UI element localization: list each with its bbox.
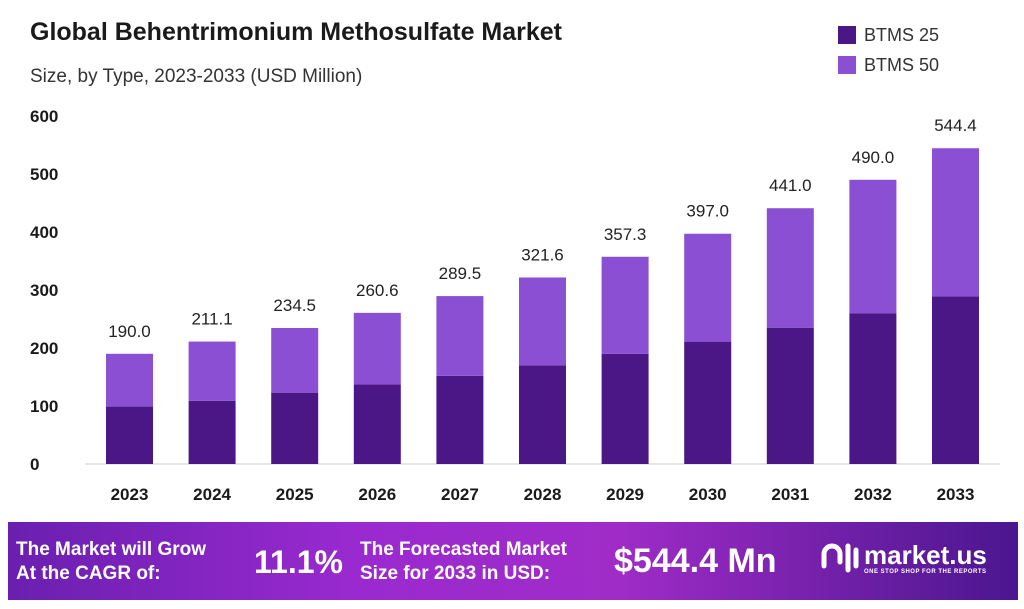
x-tick-label: 2027 — [441, 485, 479, 504]
legend-label: BTMS 50 — [864, 54, 940, 75]
bar-btms50 — [684, 233, 732, 342]
bar-btms25 — [684, 341, 732, 464]
legend-item-btms50: BTMS 50 — [838, 50, 939, 80]
total-label: 357.3 — [604, 225, 647, 244]
bar-btms25 — [106, 406, 153, 464]
total-label: 260.6 — [356, 281, 399, 300]
bar-btms50 — [932, 148, 979, 297]
bar-btms25 — [932, 296, 979, 464]
x-tick-label: 2023 — [111, 485, 149, 504]
bar-btms25 — [188, 400, 236, 464]
bar-btms50 — [766, 208, 814, 328]
total-label: 397.0 — [686, 202, 729, 221]
cagr-label: The Market will Grow At the CAGR of: — [16, 538, 206, 586]
y-tick-label: 0 — [30, 455, 39, 474]
x-tick-label: 2026 — [358, 485, 396, 504]
total-label: 544.4 — [934, 116, 977, 135]
y-tick-label: 300 — [30, 281, 58, 300]
market-us-logo: market.us ONE STOP SHOP FOR THE REPORTS — [818, 540, 987, 576]
bar-btms50 — [519, 277, 566, 366]
logo-text: market.us — [864, 539, 987, 570]
legend-swatch — [838, 56, 856, 74]
x-tick-label: 2025 — [276, 485, 314, 504]
total-label: 289.5 — [439, 264, 482, 283]
legend-item-btms25: BTMS 25 — [838, 20, 939, 50]
y-tick-label: 500 — [30, 165, 58, 184]
y-tick-label: 600 — [30, 107, 58, 126]
total-label: 211.1 — [191, 310, 232, 329]
bar-btms50 — [188, 341, 236, 401]
bar-btms25 — [436, 375, 484, 464]
bar-btms25 — [601, 353, 649, 464]
x-tick-label: 2033 — [937, 485, 975, 504]
footer-banner: The Market will Grow At the CAGR of: 11.1… — [8, 522, 1018, 600]
x-tick-label: 2032 — [854, 485, 892, 504]
total-label: 234.5 — [273, 296, 316, 315]
forecast-label-line: The Forecasted Market — [360, 539, 567, 560]
legend: BTMS 25 BTMS 50 — [838, 20, 939, 80]
bar-btms50 — [106, 353, 153, 407]
bar-btms25 — [271, 392, 319, 464]
cagr-label-line: The Market will Grow — [16, 539, 207, 560]
x-tick-label: 2030 — [689, 485, 727, 504]
total-label: 490.0 — [852, 148, 895, 167]
bar-btms25 — [766, 327, 814, 464]
forecast-label-line: Size for 2033 in USD: — [360, 563, 551, 584]
logo-tagline: ONE STOP SHOP FOR THE REPORTS — [864, 568, 987, 575]
bar-btms50 — [601, 256, 649, 354]
chart-title: Global Behentrimonium Methosulfate Marke… — [30, 18, 563, 46]
x-tick-label: 2028 — [524, 485, 562, 504]
x-tick-label: 2029 — [606, 485, 644, 504]
y-tick-label: 100 — [30, 397, 58, 416]
forecast-label: The Forecasted Market Size for 2033 in US… — [360, 538, 567, 586]
bar-btms25 — [519, 365, 566, 464]
y-tick-label: 400 — [30, 223, 58, 242]
cagr-label-line: At the CAGR of: — [16, 563, 161, 584]
total-label: 441.0 — [769, 176, 812, 195]
bar-btms25 — [849, 313, 897, 464]
legend-label: BTMS 25 — [864, 24, 940, 45]
x-tick-label: 2031 — [771, 485, 809, 504]
bar-btms50 — [849, 179, 897, 314]
total-label: 190.0 — [108, 322, 151, 341]
bar-btms50 — [271, 327, 319, 393]
chart-subtitle: Size, by Type, 2023-2033 (USD Million) — [30, 66, 363, 87]
stacked-bar-chart: 0 100 200 300 400 500 600 190.0 2023 211.1 2024 234… — [30, 107, 1000, 504]
x-tick-label: 2024 — [193, 485, 231, 504]
bar-btms50 — [353, 312, 401, 385]
total-label: 321.6 — [521, 245, 564, 264]
logo-icon — [821, 543, 859, 573]
cagr-value: 11.1% — [254, 544, 343, 580]
bar-btms25 — [353, 384, 401, 464]
y-tick-label: 200 — [30, 339, 58, 358]
forecast-value: $544.4 Mn — [614, 542, 777, 580]
bar-btms50 — [436, 296, 484, 376]
legend-swatch — [838, 26, 856, 44]
